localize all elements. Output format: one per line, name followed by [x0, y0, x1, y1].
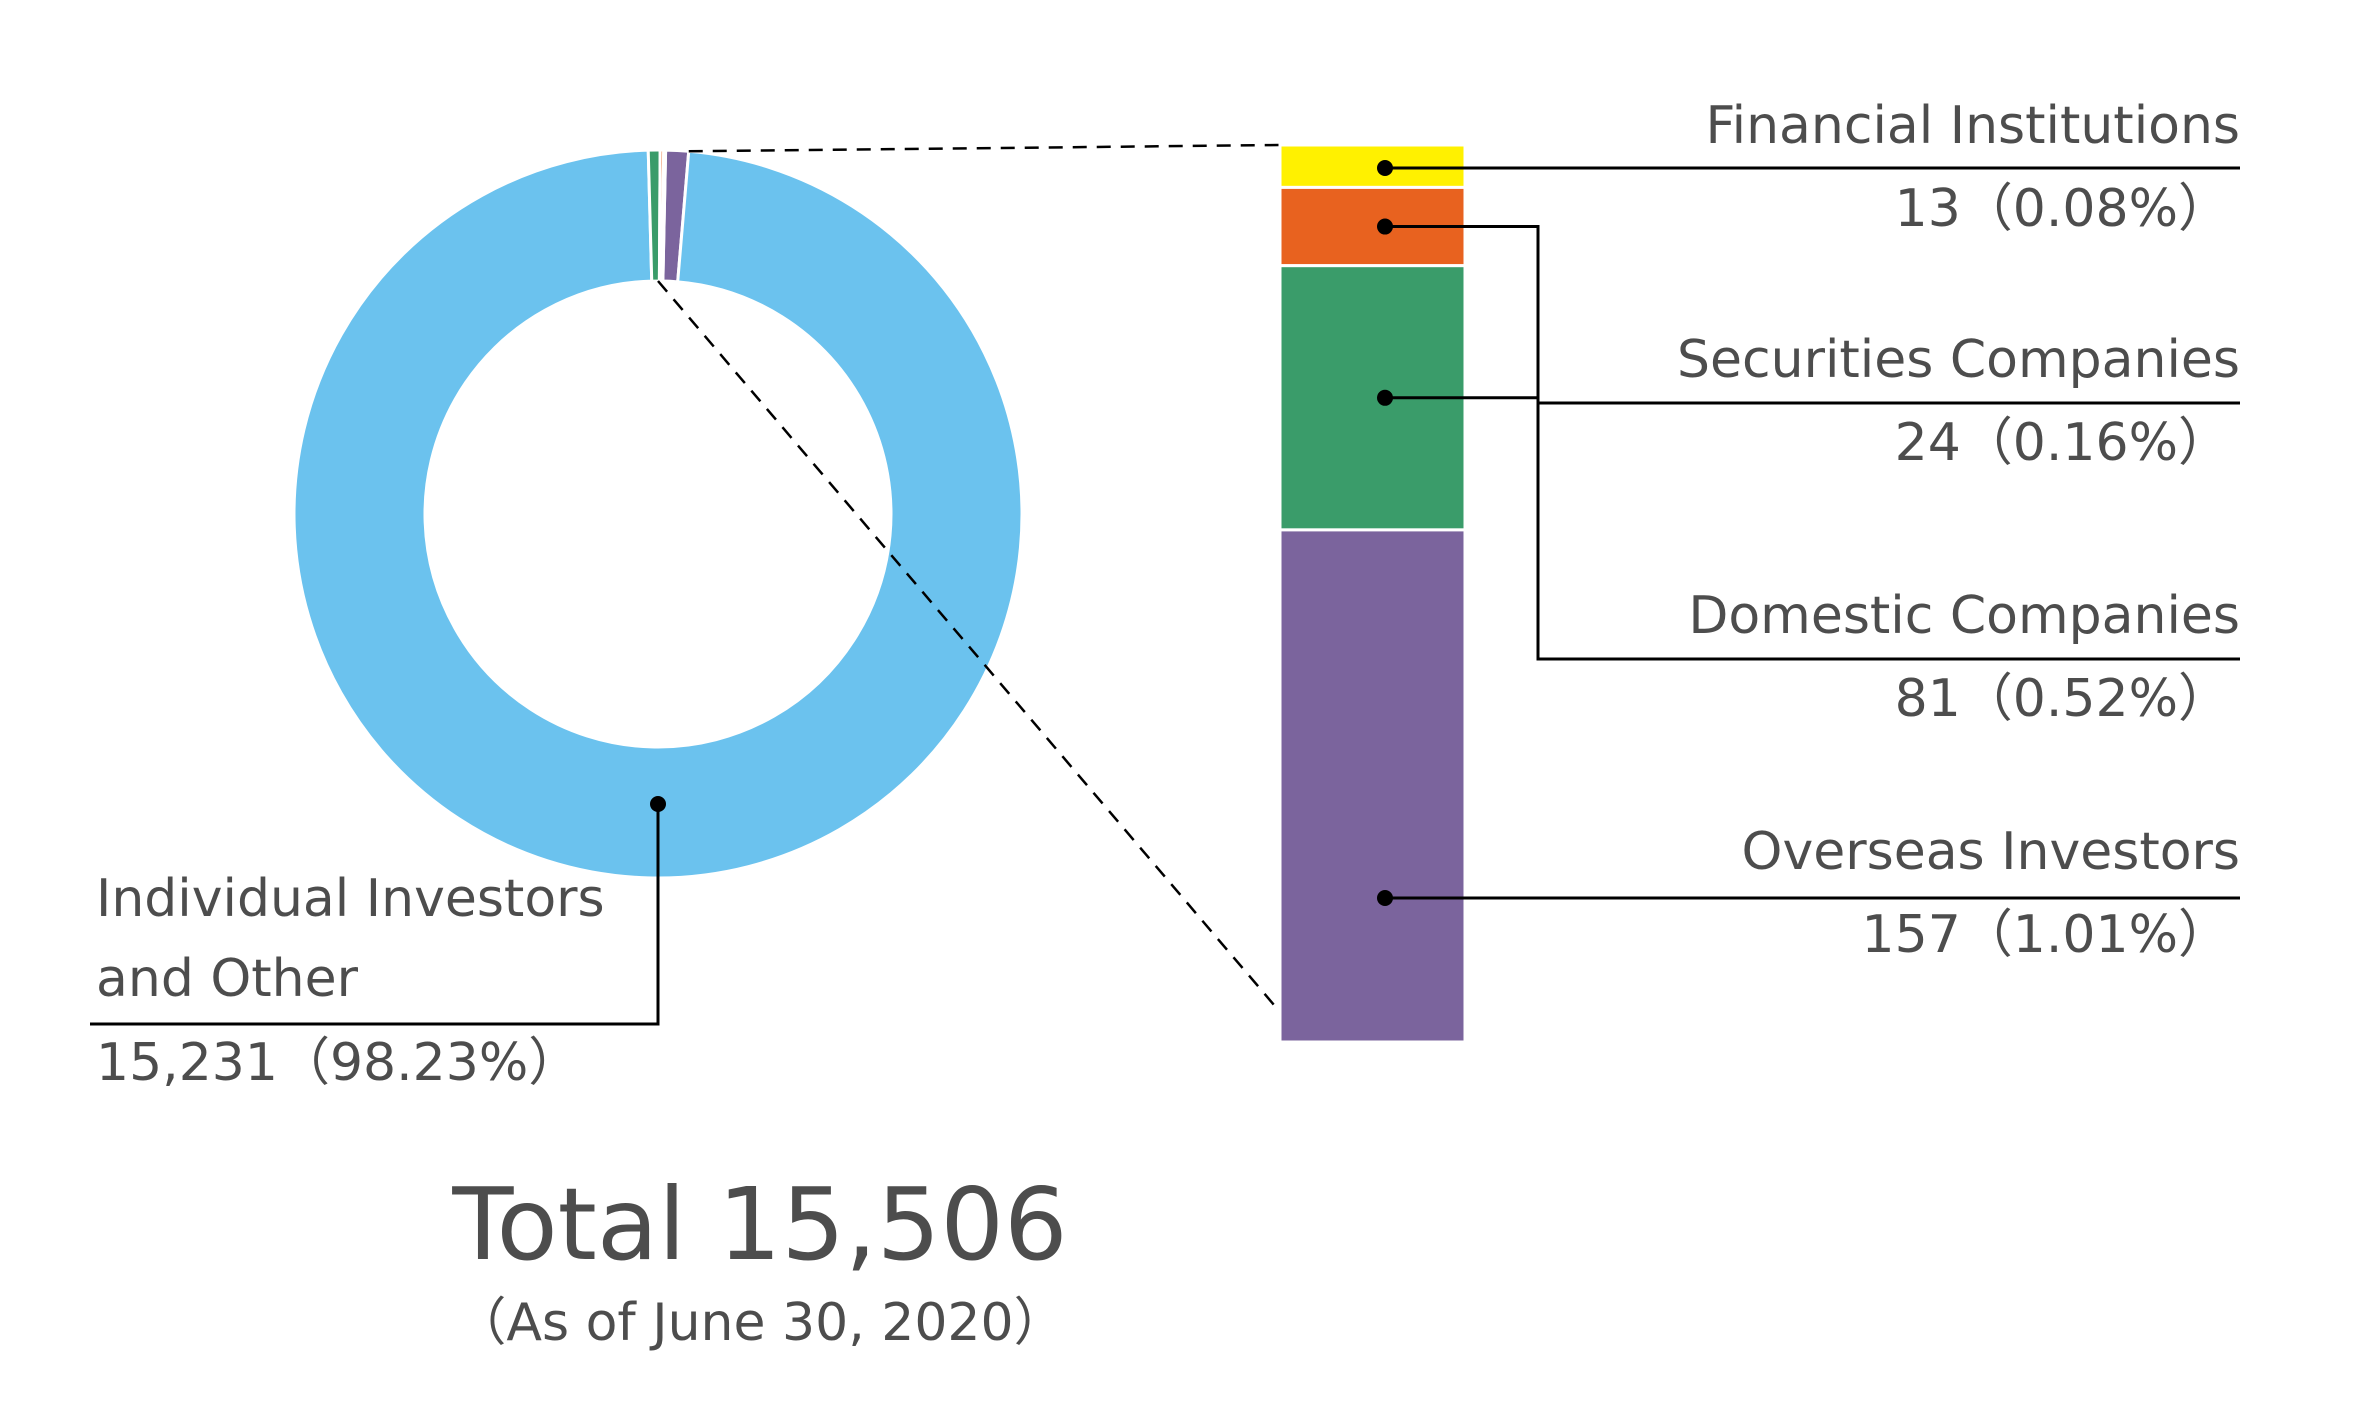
domestic-value: 81（0.52%）: [1894, 669, 2230, 729]
leader-line-domestic: [1385, 396, 2240, 661]
bar-segment-overseas: [1278, 528, 1467, 1044]
individual-label-line2: and Other: [96, 949, 359, 1009]
individual-value: 15,231（98.23%）: [96, 1033, 581, 1093]
donut-chart: [292, 148, 1024, 880]
zoom-line-bottom: [657, 280, 1281, 1013]
donut-slice-financial: [660, 148, 668, 283]
zoom-connector-lines: [657, 143, 1281, 1013]
securities-value: 24（0.16%）: [1894, 413, 2230, 473]
as-of-date-label: （As of June 30, 2020）: [454, 1293, 1066, 1353]
overseas-value: 157（1.01%）: [1861, 905, 2230, 965]
breakdown-bar: [1278, 143, 1467, 1044]
financial-label: Financial Institutions: [1705, 96, 2241, 156]
leader-line-securities: [1385, 225, 2240, 405]
securities-label: Securities Companies: [1677, 330, 2240, 390]
total-label: Total 15,506: [452, 1166, 1068, 1283]
leader-lines: [90, 160, 2240, 1026]
leader-line-individual: [90, 804, 660, 1026]
individual-label-line1: Individual Investors: [96, 869, 605, 929]
domestic-label: Domestic Companies: [1688, 586, 2240, 646]
zoom-line-top: [688, 143, 1281, 153]
bar-segment-financial: [1278, 143, 1467, 189]
donut-slice-individual: [292, 148, 1024, 880]
overseas-label: Overseas Investors: [1741, 822, 2240, 882]
financial-value: 13（0.08%）: [1894, 179, 2230, 239]
